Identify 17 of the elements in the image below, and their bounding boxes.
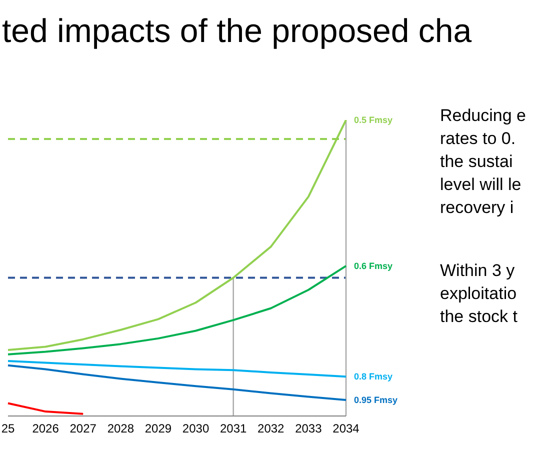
x-tick-label: 2028 bbox=[107, 422, 134, 436]
x-tick-label: 2026 bbox=[32, 422, 60, 436]
series-label: 0.95 Fmsy bbox=[354, 395, 398, 406]
x-tick-label: 2030 bbox=[182, 422, 210, 436]
x-tick-label: 2033 bbox=[295, 422, 322, 436]
text: Within 3 y exploitatio the stock t bbox=[440, 260, 518, 328]
text: Reducing e rates to 0. the sustai level will le recovery i bbox=[440, 105, 528, 219]
x-tick-label: 2034 bbox=[332, 422, 360, 436]
x-tick-label: 2032 bbox=[258, 422, 285, 436]
chart-title: ted impacts of the proposed cha bbox=[2, 12, 472, 50]
series-label: 0.6 Fmsy bbox=[354, 260, 393, 271]
x-tick-label: 25 bbox=[1, 422, 15, 436]
series-label: 0.5 Fmsy bbox=[354, 115, 393, 125]
series-label: 0.8 Fmsy bbox=[354, 372, 393, 382]
x-tick-label: 2029 bbox=[144, 422, 172, 436]
x-tick-label: 2031 bbox=[220, 422, 248, 436]
x-tick-label: 2027 bbox=[70, 422, 97, 436]
